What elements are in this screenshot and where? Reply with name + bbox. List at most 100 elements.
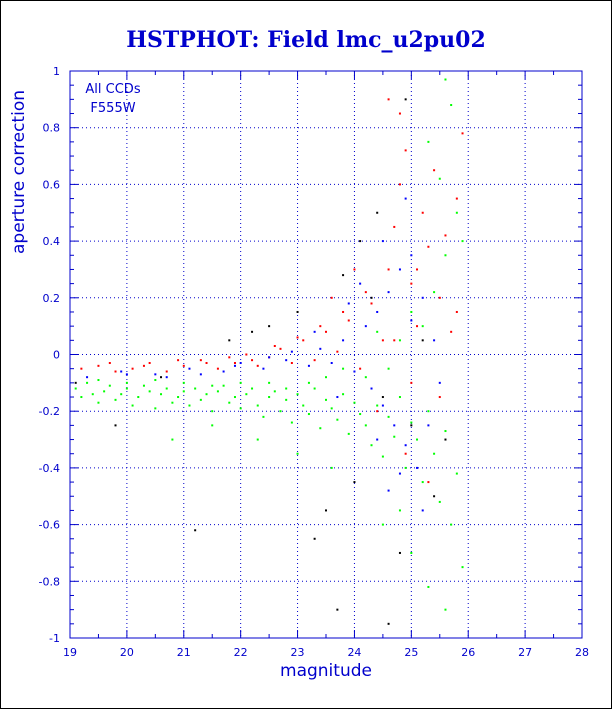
- data-point-green: [444, 608, 447, 611]
- data-point-green: [177, 396, 180, 399]
- data-point-green: [86, 381, 89, 384]
- data-point-blue: [222, 370, 225, 373]
- data-point-blue: [336, 396, 339, 399]
- data-point-blue: [370, 387, 373, 390]
- data-point-red: [228, 356, 231, 359]
- data-point-green: [404, 466, 407, 469]
- data-point-blue: [410, 254, 413, 257]
- data-point-green: [268, 381, 271, 384]
- data-point-red: [273, 344, 276, 347]
- y-tick-label: 1: [53, 65, 60, 78]
- data-point-blue: [313, 330, 316, 333]
- x-tick-label: 20: [120, 646, 134, 659]
- axis-ticks: 19 20 21 22 23 24 25 26 27 28 -1 -0.8 -0.6 -0.4 -0.2 0 0…: [39, 65, 589, 659]
- data-point-red: [444, 234, 447, 237]
- x-tick-label: 26: [461, 646, 475, 659]
- x-tick-label: 21: [177, 646, 191, 659]
- data-point-blue: [188, 367, 191, 370]
- data-point-red: [410, 381, 413, 384]
- data-point-green: [450, 523, 453, 526]
- x-tick-label: 22: [234, 646, 248, 659]
- data-point-green: [387, 367, 390, 370]
- data-point-red: [199, 359, 202, 362]
- data-point-black: [194, 529, 197, 532]
- data-point-red: [165, 370, 168, 373]
- data-point-green: [381, 523, 384, 526]
- data-point-black: [410, 424, 413, 427]
- data-point-green: [427, 585, 430, 588]
- data-point-green: [325, 398, 327, 401]
- data-point-red: [421, 211, 424, 214]
- y-tick-label: 0: [53, 349, 60, 362]
- data-point-green: [97, 379, 100, 382]
- data-point-red: [438, 296, 441, 299]
- data-point-blue: [239, 362, 242, 365]
- data-point-black: [313, 537, 316, 540]
- data-point-blue: [125, 373, 128, 376]
- data-point-green: [222, 384, 225, 387]
- data-point-red: [387, 268, 390, 271]
- data-point-green: [461, 240, 464, 243]
- data-point-green: [228, 401, 231, 404]
- data-point-red: [245, 353, 248, 356]
- data-point-blue: [353, 370, 356, 373]
- y-tick-label: 0.4: [43, 235, 61, 248]
- data-point-red: [205, 362, 208, 365]
- data-point-blue: [364, 325, 367, 328]
- data-point-blue: [376, 310, 379, 313]
- data-point-blue: [421, 296, 424, 299]
- data-point-red: [336, 350, 339, 353]
- data-point-blue: [376, 438, 379, 441]
- data-point-green: [80, 396, 83, 399]
- data-point-blue: [233, 364, 236, 367]
- data-point-red: [302, 339, 305, 342]
- data-point-blue: [387, 291, 390, 294]
- data-point-green: [97, 401, 100, 404]
- data-point-green: [211, 424, 214, 427]
- data-point-green: [347, 432, 350, 435]
- data-point-green: [444, 254, 447, 257]
- data-point-green: [455, 211, 458, 214]
- y-tick-label: -0.4: [39, 462, 60, 475]
- data-point-green: [256, 404, 259, 407]
- data-point-red: [404, 452, 407, 455]
- data-point-green: [171, 438, 174, 441]
- data-point-green: [296, 452, 299, 455]
- data-point-green: [171, 401, 174, 404]
- data-point-green: [416, 438, 419, 441]
- data-point-red: [416, 268, 419, 271]
- data-point-green: [211, 384, 214, 387]
- data-point-green: [450, 104, 453, 107]
- data-point-green: [296, 393, 299, 396]
- data-point-red: [279, 347, 282, 350]
- data-point-green: [125, 387, 128, 390]
- x-tick-label: 28: [575, 646, 589, 659]
- data-point-green: [216, 390, 219, 393]
- data-point-green: [370, 444, 373, 447]
- data-point-green: [376, 404, 379, 407]
- data-point-green: [410, 310, 413, 313]
- data-point-blue: [86, 376, 89, 379]
- chart-title: HSTPHOT: Field lmc_u2pu02: [126, 27, 486, 53]
- data-point-red: [114, 370, 117, 373]
- data-point-black: [444, 438, 447, 441]
- data-point-blue: [398, 472, 401, 475]
- data-point-green: [154, 379, 157, 382]
- data-point-blue: [381, 404, 384, 407]
- data-point-blue: [330, 362, 333, 365]
- x-tick-label: 19: [63, 646, 77, 659]
- data-point-red: [216, 367, 219, 370]
- data-point-black: [359, 240, 362, 243]
- data-point-green: [233, 396, 236, 399]
- data-point-red: [177, 359, 180, 362]
- data-point-green: [165, 387, 168, 390]
- data-point-blue: [387, 489, 390, 492]
- data-point-green: [387, 415, 390, 418]
- data-point-blue: [262, 367, 265, 370]
- data-point-red: [97, 364, 100, 367]
- data-point-red: [108, 362, 111, 365]
- y-tick-label: 0.2: [43, 292, 61, 305]
- data-point-black: [74, 381, 77, 384]
- data-point-green: [461, 566, 464, 569]
- annotation-ccds: All CCDs: [85, 82, 140, 97]
